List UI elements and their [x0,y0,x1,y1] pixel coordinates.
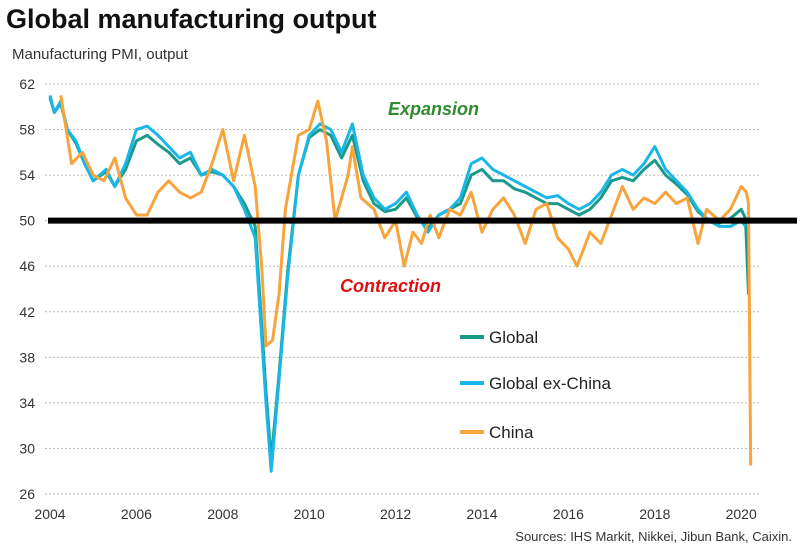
annotation-contraction: Contraction [340,276,441,296]
y-tick-label: 50 [19,213,35,229]
x-tick-label: 2018 [639,506,670,522]
y-tick-label: 42 [19,304,35,320]
chart-subtitle: Manufacturing PMI, output [12,46,188,63]
series-line-global [48,97,750,462]
x-tick-label: 2010 [294,506,325,522]
x-tick-label: 2014 [466,506,497,522]
source-note: Sources: IHS Markit, Nikkei, Jibun Bank,… [515,529,792,544]
y-tick-label: 30 [19,440,35,456]
y-tick-label: 46 [19,258,35,274]
x-tick-label: 2016 [553,506,584,522]
annotation-expansion: Expansion [388,99,479,119]
y-tick-label: 34 [19,395,35,411]
chart-title: Global manufacturing output [6,4,377,34]
legend-label: Global ex-China [489,374,611,393]
x-tick-label: 2004 [34,506,65,522]
x-tick-label: 2012 [380,506,411,522]
y-tick-label: 58 [19,122,35,138]
series-line-china [59,95,753,466]
x-tick-label: 2020 [726,506,757,522]
y-tick-label: 62 [19,76,35,92]
legend-label: Global [489,328,538,347]
y-tick-label: 54 [19,167,35,183]
y-tick-label: 26 [19,486,35,502]
series-line-global-ex-china [48,95,747,473]
legend-label: China [489,423,534,442]
x-tick-label: 2008 [207,506,238,522]
x-tick-label: 2006 [121,506,152,522]
y-tick-label: 38 [19,349,35,365]
